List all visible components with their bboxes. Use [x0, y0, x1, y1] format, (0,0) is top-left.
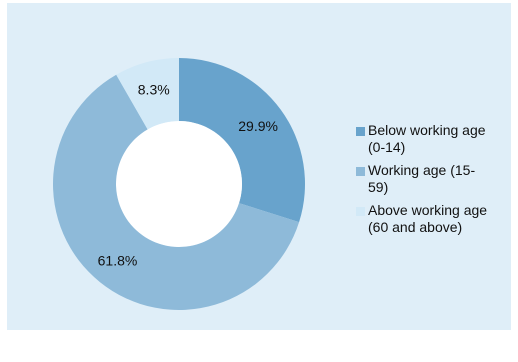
legend-label-line2: 59) — [368, 179, 389, 195]
donut-slice-working-age — [53, 74, 300, 310]
donut-slice-below-working-age — [179, 58, 305, 223]
legend-label-line2: (0-14) — [368, 139, 406, 155]
legend-label-line1: Below working age — [368, 122, 486, 138]
legend-label-line1: Above working age — [368, 202, 488, 218]
legend-swatch-above-working-age — [356, 207, 365, 216]
legend-swatch-working-age — [356, 167, 365, 176]
legend-item-working-age: Working age (15- 59) — [356, 162, 516, 196]
legend-label-line1: Working age (15- — [368, 162, 476, 178]
legend-item-below-working-age: Below working age (0-14) — [356, 122, 516, 156]
slice-label-below-working-age: 29.9% — [238, 118, 278, 134]
slice-label-working-age: 61.8% — [98, 252, 138, 268]
donut-hole — [116, 121, 242, 247]
chart-legend: Below working age (0-14) Working age (15… — [356, 122, 516, 242]
legend-swatch-below-working-age — [356, 127, 365, 136]
slice-label-above-working-age: 8.3% — [138, 81, 170, 97]
donut-slice-above-working-age — [116, 58, 179, 130]
legend-item-above-working-age: Above working age (60 and above) — [356, 202, 516, 236]
legend-label-line2: (60 and above) — [368, 219, 463, 235]
